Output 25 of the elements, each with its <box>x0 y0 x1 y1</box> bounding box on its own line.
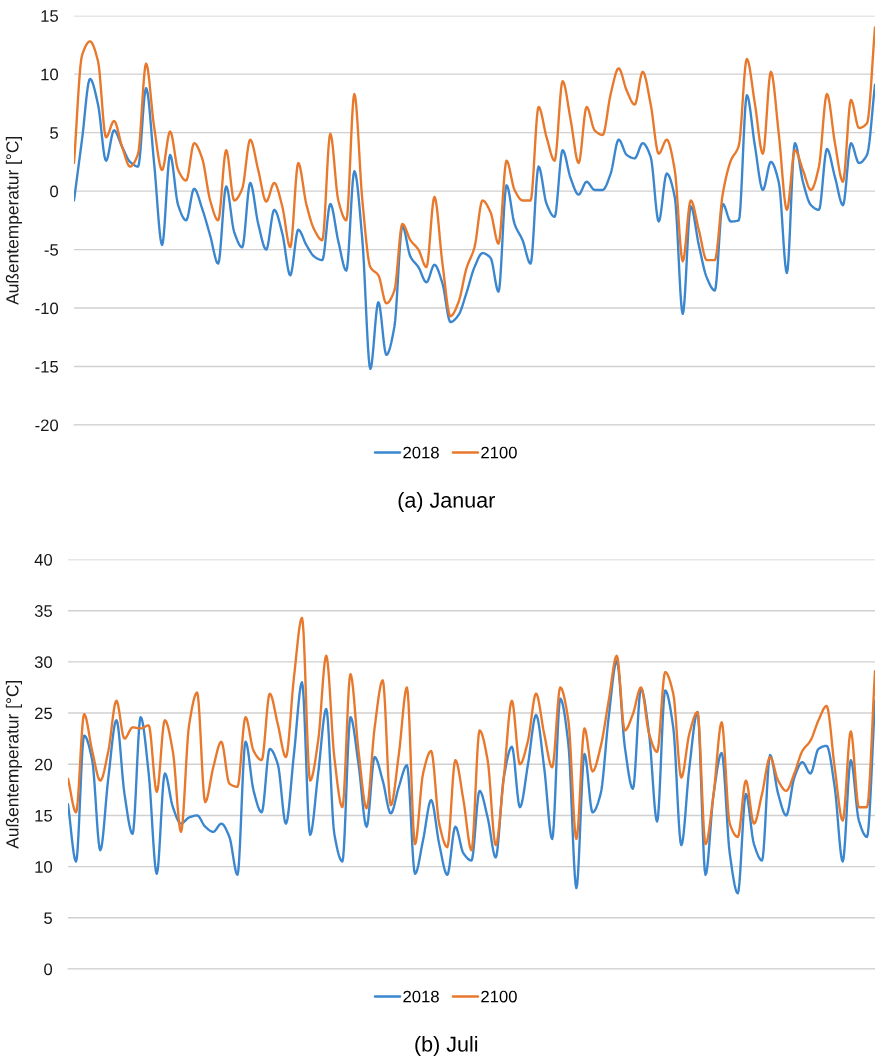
y-tick-label: 10 <box>41 68 59 81</box>
y-tick-label: 20 <box>35 758 53 771</box>
text: (a) Januar <box>398 491 495 513</box>
y-tick-label: 0 <box>50 185 59 198</box>
y-tick-label: -10 <box>35 302 59 315</box>
text: (b) Juli <box>415 1035 478 1057</box>
legend-label: 2018 <box>403 446 439 459</box>
y-tick-label: -5 <box>44 244 59 256</box>
y-tick-label: 10 <box>35 861 53 873</box>
legend-label: 2018 <box>403 990 439 1003</box>
legend-label: 2100 <box>481 446 517 459</box>
y-tick-label: -15 <box>35 361 59 373</box>
legend-label: 2100 <box>481 990 517 1003</box>
y-tick-label: 5 <box>44 912 53 925</box>
y-tick-label: 35 <box>34 605 53 617</box>
y-tick-label: 15 <box>41 10 59 22</box>
y-tick-label: 5 <box>50 127 59 139</box>
y-tick-label: 25 <box>35 707 53 720</box>
y-tick-label: -20 <box>35 419 59 432</box>
y-axis-title: Außentemperatur [°C] <box>5 680 22 849</box>
y-tick-label: 40 <box>34 553 53 566</box>
y-tick-label: 15 <box>35 810 53 822</box>
y-tick-label: 0 <box>44 963 53 976</box>
y-tick-label: 30 <box>34 656 53 669</box>
y-axis-title: Außentemperatur [°C] <box>5 137 22 305</box>
